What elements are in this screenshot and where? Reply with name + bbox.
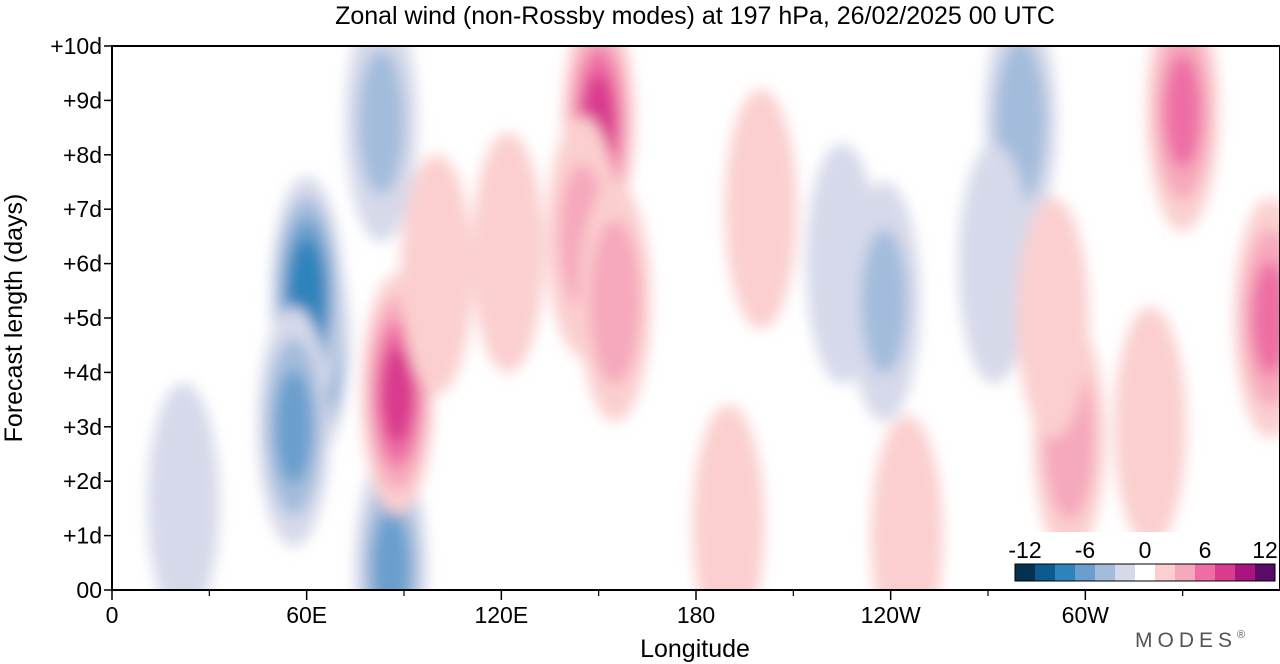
y-tick-label: +6d: [63, 251, 102, 277]
contour-band: [381, 345, 415, 443]
colorbar-label: 12: [1252, 537, 1278, 563]
colorbar-label: 0: [1139, 537, 1152, 563]
plot-area: [112, 46, 1280, 590]
x-tick-label: 120W: [861, 602, 921, 628]
contour-band: [1016, 198, 1089, 438]
y-axis-label: Forecast length (days): [0, 194, 28, 443]
colorbar-label: -12: [1008, 537, 1041, 563]
contour-band: [400, 154, 473, 395]
y-tick-label: +8d: [63, 142, 102, 168]
colorbar-swatch: [1075, 564, 1095, 581]
x-tick-label: 60E: [286, 602, 327, 628]
colorbar-frame: [1014, 563, 1276, 582]
y-tick-label: +9d: [63, 87, 102, 113]
y-tick-label: 00: [76, 577, 102, 603]
contour-band: [692, 404, 765, 590]
contour-band: [861, 229, 908, 375]
y-tick-label: +4d: [63, 359, 102, 385]
brand-logo: MODES®: [1135, 629, 1250, 652]
contour-band: [147, 382, 220, 590]
contour-band: [1114, 306, 1187, 547]
y-tick-label: +7d: [63, 196, 102, 222]
colorbar-swatch: [1235, 564, 1255, 581]
x-tick-label: 180: [677, 602, 715, 628]
x-tick-label: 60W: [1062, 602, 1110, 628]
colorbar-label: -6: [1075, 537, 1095, 563]
y-tick-label: +10d: [50, 33, 102, 59]
brand-text: MODES: [1135, 629, 1237, 652]
colorbar-label: 6: [1199, 537, 1212, 563]
colorbar-swatch: [1055, 564, 1075, 581]
colorbar-swatch: [1155, 564, 1175, 581]
colorbar-swatch: [1035, 564, 1055, 581]
colorbar-swatch: [1255, 564, 1275, 581]
contour-band: [1251, 261, 1280, 375]
contour-band: [1164, 54, 1202, 168]
x-tick-label: 0: [106, 602, 119, 628]
y-tick-label: +2d: [63, 468, 102, 494]
colorbar-swatch: [1115, 564, 1135, 581]
colorbar-swatch: [1215, 564, 1235, 581]
contour-band: [471, 132, 544, 373]
x-axis-label: Longitude: [640, 635, 750, 663]
contour-band: [358, 49, 405, 195]
y-tick-label: +3d: [63, 414, 102, 440]
contour-band: [958, 143, 1031, 384]
colorbar-swatch: [1015, 564, 1035, 581]
colorbar-swatch: [1095, 564, 1115, 581]
contour-field: [147, 46, 1280, 590]
contour-band: [275, 370, 313, 484]
contour-band: [724, 89, 797, 330]
y-axis: 00 +1d +2d +3d +4d +5d +6d +7d +8d +9d +10d: [50, 33, 112, 603]
contour-band: [372, 511, 410, 590]
colorbar: -12 -6 0 6 12: [1008, 532, 1279, 585]
contour-band: [589, 219, 641, 384]
brand-mark: ®: [1237, 629, 1250, 641]
chart-title: Zonal wind (non-Rossby modes) at 197 hPa…: [335, 2, 1055, 30]
colorbar-swatch: [1135, 564, 1155, 581]
y-tick-label: +5d: [63, 305, 102, 331]
x-tick-label: 120E: [474, 602, 528, 628]
colorbar-swatch: [1195, 564, 1215, 581]
y-tick-label: +1d: [63, 523, 102, 549]
x-axis: 0 60E 120E 180 120W 60W: [106, 590, 1184, 628]
colorbar-swatch: [1175, 564, 1195, 581]
contour-band: [870, 415, 943, 590]
